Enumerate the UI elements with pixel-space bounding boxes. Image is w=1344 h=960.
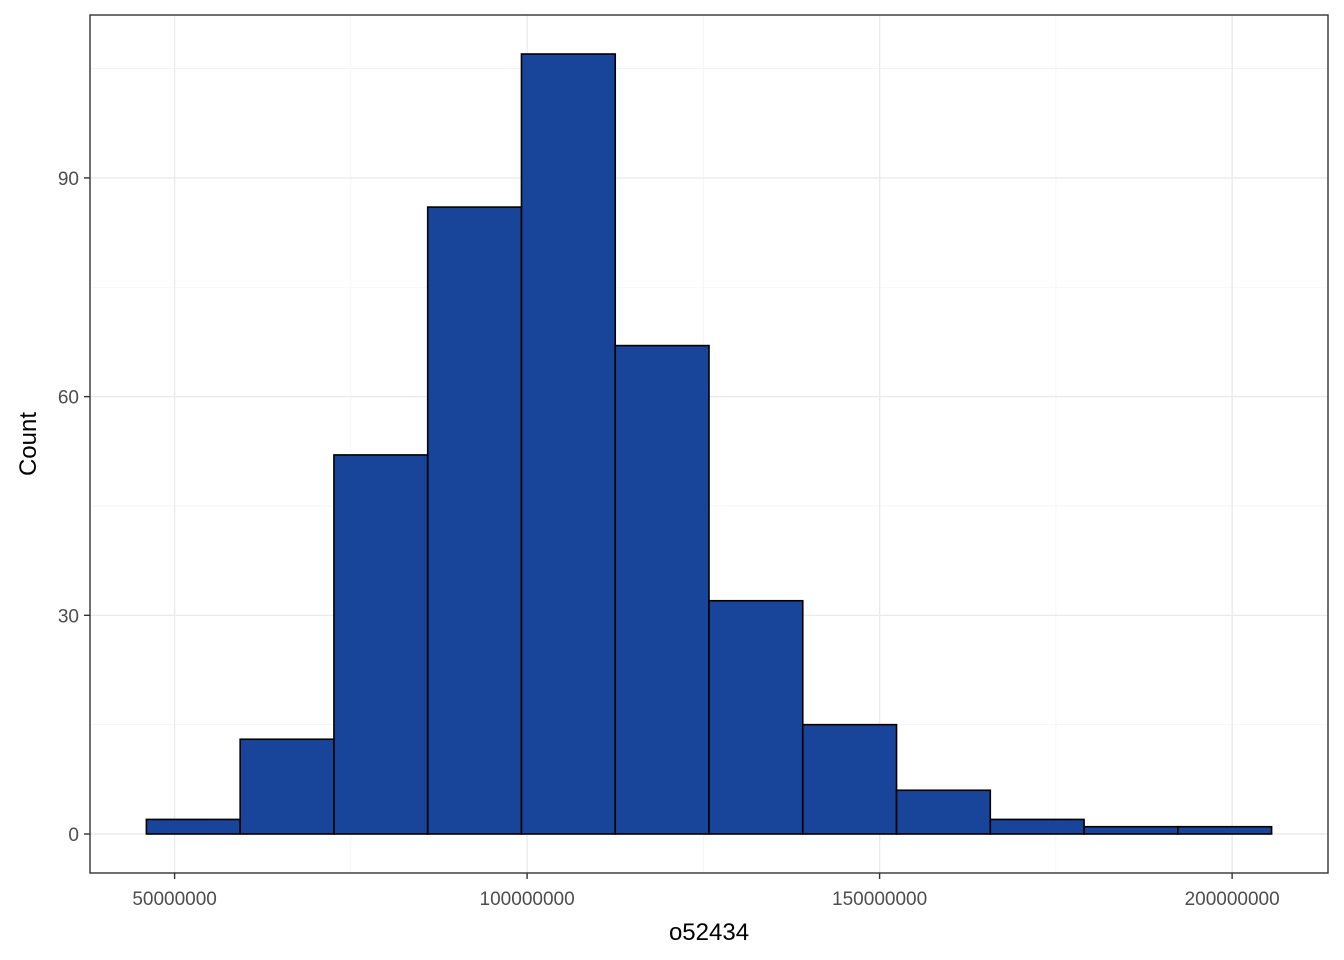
y-tick-label: 90	[58, 169, 79, 190]
histogram-bar	[520, 53, 617, 835]
histogram-bar	[145, 818, 241, 835]
histogram-bar	[801, 723, 898, 835]
histogram-bar	[614, 344, 710, 835]
histogram-bar	[1083, 825, 1179, 835]
y-tick-label: 30	[58, 606, 79, 627]
x-tick-label: 200000000	[1185, 889, 1280, 910]
histogram-bar	[989, 818, 1085, 835]
y-axis: 0 30 60 90	[58, 169, 90, 846]
histogram-bar	[426, 206, 523, 835]
x-tick-label: 50000000	[132, 889, 217, 910]
y-tick-label: 0	[68, 825, 79, 846]
histogram-bars	[145, 53, 1273, 835]
histogram-bar	[239, 738, 335, 835]
x-axis-title: o52434	[669, 919, 749, 946]
y-tick-label: 60	[58, 388, 79, 409]
y-axis-title: Count	[15, 412, 42, 476]
histogram-bar	[333, 454, 429, 835]
x-tick-label: 100000000	[480, 889, 575, 910]
x-tick-label: 150000000	[832, 889, 927, 910]
plot-panel-border	[89, 14, 1329, 874]
x-axis: 50000000 100000000 150000000 200000000	[132, 873, 1280, 910]
histogram-bar	[708, 599, 804, 835]
histogram-bar	[895, 789, 992, 835]
histogram-bar	[1177, 825, 1273, 835]
